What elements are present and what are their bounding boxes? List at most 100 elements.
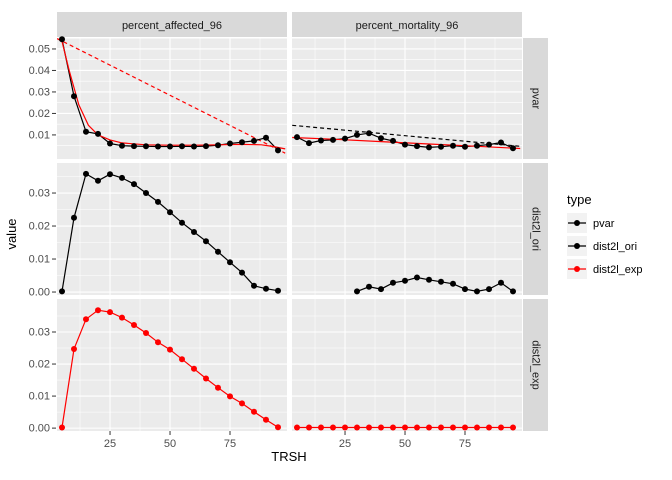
data-point-dist2l_ori xyxy=(107,171,113,178)
data-point-dist2l_exp xyxy=(59,424,65,431)
data-point-pvar xyxy=(191,143,197,150)
data-point-dist2l_ori xyxy=(131,181,137,188)
panel-gridlines xyxy=(57,163,287,295)
panel-pvar-1 xyxy=(292,38,522,159)
data-point-dist2l_ori xyxy=(83,170,89,177)
data-point-pvar xyxy=(462,143,468,150)
y-tick-label: 0.03 xyxy=(29,327,50,339)
panel-dist2l_exp-0 xyxy=(57,299,287,431)
legend-key-point xyxy=(574,220,580,226)
legend-key-point xyxy=(574,243,580,249)
data-point-dist2l_exp xyxy=(450,424,456,431)
data-point-pvar xyxy=(143,143,149,150)
data-point-dist2l_ori xyxy=(191,229,197,235)
data-point-dist2l_ori xyxy=(143,190,149,196)
data-point-dist2l_exp xyxy=(438,424,444,431)
data-point-dist2l_exp xyxy=(119,314,125,321)
data-point-pvar xyxy=(119,142,125,149)
data-point-dist2l_exp xyxy=(239,400,245,407)
data-point-pvar xyxy=(498,139,504,146)
data-point-dist2l_exp xyxy=(378,424,384,431)
data-point-pvar xyxy=(366,130,372,137)
legend-entry-label: dist2l_exp xyxy=(593,264,643,276)
x-tick-label: 25 xyxy=(339,438,351,450)
y-tick-label: 0.04 xyxy=(29,65,50,77)
data-point-dist2l_exp xyxy=(366,424,372,431)
panel-dist2l_exp-1 xyxy=(292,299,522,431)
data-point-pvar xyxy=(510,145,516,152)
data-point-dist2l_exp xyxy=(143,330,149,336)
data-point-dist2l_ori xyxy=(414,274,420,281)
legend-key-point xyxy=(574,266,580,272)
data-point-dist2l_exp xyxy=(179,356,185,363)
facet-panel-series xyxy=(59,307,281,431)
y-tick-label: 0.05 xyxy=(29,43,50,55)
data-point-dist2l_ori xyxy=(402,277,408,284)
data-point-pvar xyxy=(239,139,245,146)
y-tick-label: 0.00 xyxy=(29,423,50,435)
data-point-pvar xyxy=(318,137,324,144)
x-axis-col-0: 25 50 75 xyxy=(104,431,236,450)
y-tick-label: 0.01 xyxy=(29,129,50,141)
data-point-pvar xyxy=(59,36,65,43)
facet-strip-top: percent_affected_96 xyxy=(57,12,287,37)
series-line-fit-linear-black-dashed xyxy=(292,124,521,147)
facet-panel-series xyxy=(294,424,516,431)
panel-dist2l_ori-0 xyxy=(57,163,287,295)
data-point-pvar xyxy=(342,135,348,142)
data-point-dist2l_exp xyxy=(131,322,137,328)
legend-entry-label: pvar xyxy=(593,218,615,230)
series-line-fit-linear-red-dashed xyxy=(56,38,286,154)
data-point-dist2l_ori xyxy=(203,238,209,245)
data-point-dist2l_exp xyxy=(155,339,161,346)
data-point-dist2l_ori xyxy=(462,286,468,293)
data-point-dist2l_exp xyxy=(510,424,516,431)
data-point-pvar xyxy=(330,136,336,143)
data-point-pvar xyxy=(131,143,137,150)
data-point-dist2l_ori xyxy=(59,288,65,295)
facet-strip-right: pvar xyxy=(523,38,548,159)
y-tick-label: 0.03 xyxy=(29,86,50,98)
data-point-pvar xyxy=(402,141,408,148)
x-axis-col-1: 25 50 75 xyxy=(339,431,471,450)
data-point-dist2l_exp xyxy=(83,316,89,323)
data-point-dist2l_ori xyxy=(215,248,221,255)
data-point-dist2l_exp xyxy=(486,424,492,431)
data-point-dist2l_exp xyxy=(191,365,197,372)
data-point-pvar xyxy=(203,143,209,150)
data-point-pvar xyxy=(306,140,312,147)
data-point-dist2l_ori xyxy=(95,177,101,184)
data-point-pvar xyxy=(215,142,221,149)
data-point-dist2l_exp xyxy=(354,424,360,431)
data-point-pvar xyxy=(438,143,444,150)
data-point-pvar xyxy=(83,128,89,135)
y-tick-label: 0.02 xyxy=(29,359,50,371)
data-point-dist2l_ori xyxy=(239,269,245,276)
data-point-dist2l_ori xyxy=(155,198,161,205)
y-tick-label: 0.00 xyxy=(29,287,50,299)
legend-title: type xyxy=(567,192,592,207)
data-point-dist2l_ori xyxy=(119,174,125,181)
data-point-pvar xyxy=(95,130,101,137)
facet-panel-series xyxy=(56,36,286,154)
data-point-dist2l_exp xyxy=(203,375,209,382)
data-point-pvar xyxy=(426,144,432,151)
data-point-dist2l_exp xyxy=(294,424,300,431)
y-tick-label: 0.01 xyxy=(29,254,50,266)
facet-strip-right: dist2l_exp xyxy=(523,299,548,431)
data-point-pvar xyxy=(378,135,384,142)
data-point-pvar xyxy=(251,137,257,144)
data-point-dist2l_exp xyxy=(318,424,324,431)
x-tick-label: 50 xyxy=(399,438,411,450)
panel-gridlines xyxy=(292,37,522,159)
x-axis-title: TRSH xyxy=(271,449,306,464)
x-tick-label: 25 xyxy=(104,438,116,450)
data-point-dist2l_ori xyxy=(486,286,492,293)
facet-col-label: percent_mortality_96 xyxy=(356,20,459,32)
data-point-dist2l_ori xyxy=(426,276,432,283)
data-point-dist2l_ori xyxy=(474,288,480,295)
data-point-dist2l_exp xyxy=(227,393,233,400)
data-point-dist2l_exp xyxy=(498,424,504,431)
y-axis-row-dist2l_exp: 0.00 0.01 0.02 0.03 xyxy=(29,327,56,435)
